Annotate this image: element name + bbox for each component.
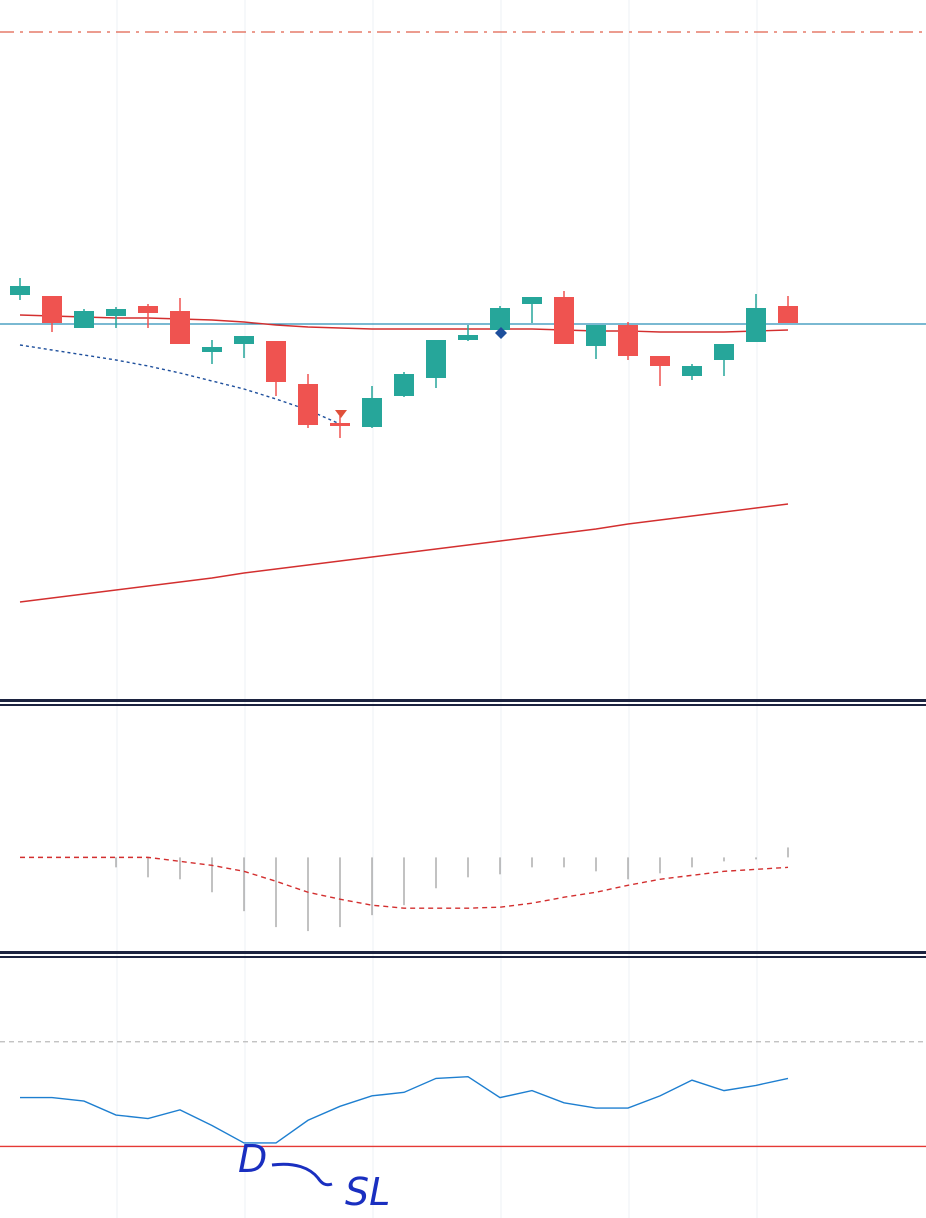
candle-body: [362, 398, 382, 427]
candle-body: [234, 336, 254, 344]
candle-body: [266, 341, 286, 382]
sell-arrow: [335, 410, 347, 418]
candle-body: [650, 356, 670, 366]
candle-body: [682, 366, 702, 376]
pane-separator: [0, 699, 926, 958]
series-line: [20, 1075, 789, 1144]
candle-body: [490, 308, 510, 330]
candle-body: [394, 374, 414, 396]
background-grid: [116, 0, 758, 1218]
candle-body: [554, 297, 574, 344]
series-line: [19, 344, 341, 425]
candle-body: [426, 340, 446, 378]
plot: [0, 31, 926, 1148]
annotation-stroke: [271, 1162, 333, 1187]
candle-body: [298, 384, 318, 425]
candle-body: [202, 347, 222, 352]
candle-body: [458, 335, 478, 340]
candle-body: [138, 306, 158, 313]
candle-body: [330, 423, 350, 426]
annotation-sl: SL: [345, 1170, 390, 1214]
series-line: [19, 503, 789, 603]
candle-body: [618, 325, 638, 356]
candle-body: [586, 325, 606, 346]
candle-body: [106, 309, 126, 316]
candle-body: [714, 344, 734, 360]
candle-body: [778, 306, 798, 323]
candle-body: [10, 286, 30, 295]
candle-body: [74, 311, 94, 328]
annotation-d: D: [238, 1137, 267, 1181]
signal-diamond: [495, 327, 507, 339]
candle-body: [42, 296, 62, 323]
candle-body: [746, 308, 766, 342]
candle-body: [522, 297, 542, 304]
series-line: [20, 856, 789, 909]
candle-body: [170, 311, 190, 344]
